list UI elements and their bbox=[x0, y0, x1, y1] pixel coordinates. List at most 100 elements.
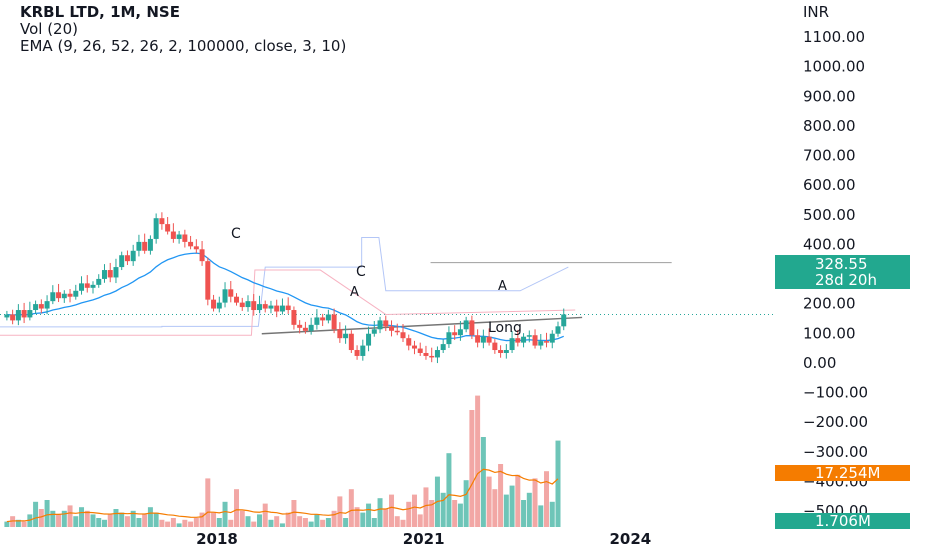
volume-bar bbox=[383, 509, 389, 527]
volume-bar bbox=[279, 523, 285, 527]
volume-bar bbox=[492, 489, 498, 527]
volume-bar bbox=[147, 507, 153, 527]
marker-c-2: C bbox=[356, 264, 366, 280]
volume-bar bbox=[532, 478, 538, 527]
volume-bar bbox=[400, 519, 406, 527]
candle bbox=[170, 223, 176, 243]
candle bbox=[371, 320, 377, 337]
candle bbox=[475, 329, 481, 348]
candle bbox=[532, 329, 538, 349]
volume-bar bbox=[205, 478, 211, 527]
stop-line-blue bbox=[0, 236, 569, 328]
volume-bar bbox=[302, 518, 308, 527]
candle bbox=[113, 258, 119, 284]
y-tick-label: 100.00 bbox=[803, 324, 856, 342]
volume-bar bbox=[159, 519, 165, 527]
volume-bar bbox=[199, 512, 205, 527]
candle bbox=[291, 306, 297, 330]
candle bbox=[366, 326, 372, 352]
volume-bar bbox=[354, 507, 360, 527]
volume-bar bbox=[337, 496, 343, 527]
ema-indicator-label[interactable]: EMA (9, 26, 52, 26, 2, 100000, close, 3,… bbox=[20, 37, 347, 55]
symbol-title[interactable]: KRBL LTD, 1M, NSE bbox=[20, 3, 180, 21]
volume-bar bbox=[130, 510, 136, 527]
volume-bar bbox=[417, 514, 423, 527]
volume-bar bbox=[228, 519, 234, 527]
volume-bar bbox=[211, 512, 217, 527]
volume-bar bbox=[79, 507, 85, 527]
volume-indicator-label[interactable]: Vol (20) bbox=[20, 20, 79, 38]
candle bbox=[67, 288, 73, 303]
volume-bar bbox=[544, 471, 550, 527]
candle bbox=[188, 235, 194, 250]
candle bbox=[228, 280, 234, 303]
volume-bar bbox=[308, 521, 314, 527]
candle bbox=[33, 300, 39, 314]
candle bbox=[423, 345, 429, 360]
y-tick-label: −300.00 bbox=[803, 443, 868, 461]
volume-bar bbox=[15, 519, 21, 527]
candle bbox=[463, 316, 469, 333]
candle bbox=[389, 320, 395, 337]
candle bbox=[256, 295, 262, 313]
y-tick-label: 1100.00 bbox=[803, 28, 865, 46]
volume-bar bbox=[21, 521, 27, 527]
candle bbox=[96, 274, 102, 288]
marker-c-1: C bbox=[231, 226, 241, 242]
candle bbox=[320, 313, 326, 327]
y-tick-label: 700.00 bbox=[803, 147, 856, 165]
candle bbox=[274, 299, 280, 318]
volume-bar bbox=[348, 489, 354, 527]
volume-bar bbox=[371, 518, 377, 527]
candle bbox=[84, 275, 90, 293]
candle bbox=[492, 339, 498, 354]
candle bbox=[337, 322, 343, 343]
time-axis[interactable]: 2018 2021 2024 bbox=[196, 530, 651, 548]
volume-bar bbox=[480, 437, 486, 527]
volume-bar bbox=[182, 519, 188, 527]
volume-bar bbox=[251, 521, 257, 527]
candle bbox=[343, 325, 349, 344]
y-tick-label: 0.00 bbox=[803, 354, 836, 372]
volume-bar bbox=[440, 492, 446, 527]
candle bbox=[216, 296, 222, 313]
candle bbox=[526, 330, 532, 343]
candle bbox=[314, 309, 320, 330]
x-tick-label: 2021 bbox=[403, 530, 445, 548]
volume-bar bbox=[10, 516, 16, 527]
candle bbox=[457, 320, 463, 341]
candle bbox=[234, 293, 240, 306]
volume-bar bbox=[515, 474, 521, 527]
volume-bar bbox=[67, 505, 73, 527]
candle bbox=[417, 342, 423, 356]
candle bbox=[561, 308, 567, 331]
volume-bar bbox=[360, 512, 366, 527]
candle bbox=[486, 328, 492, 346]
candle bbox=[538, 334, 544, 350]
volume-bar bbox=[56, 514, 62, 527]
candle bbox=[193, 239, 199, 254]
volume-bar bbox=[377, 498, 383, 527]
candle bbox=[222, 282, 228, 308]
candle bbox=[50, 285, 56, 305]
volume-bar bbox=[285, 512, 291, 527]
candle bbox=[199, 241, 205, 266]
candle bbox=[440, 339, 446, 353]
volume-bar bbox=[457, 503, 463, 527]
y-tick-label: −200.00 bbox=[803, 413, 868, 431]
price-axis[interactable]: 1100.00 1000.00 900.00 800.00 700.00 600.00 50… bbox=[803, 28, 868, 520]
candle bbox=[469, 315, 475, 340]
volume-bar bbox=[119, 512, 125, 527]
candle bbox=[165, 217, 171, 235]
volume-bar bbox=[389, 494, 395, 527]
candle bbox=[4, 310, 10, 321]
candle bbox=[211, 294, 217, 312]
chart-legend[interactable]: KRBL LTD, 1M, NSE Vol (20) EMA (9, 26, 5… bbox=[20, 4, 346, 55]
volume-bar bbox=[325, 518, 331, 527]
candle bbox=[452, 325, 458, 340]
candle bbox=[136, 234, 142, 257]
volume-bar bbox=[193, 518, 199, 527]
stop-line-pink bbox=[0, 269, 576, 336]
volume-bar bbox=[222, 501, 228, 527]
